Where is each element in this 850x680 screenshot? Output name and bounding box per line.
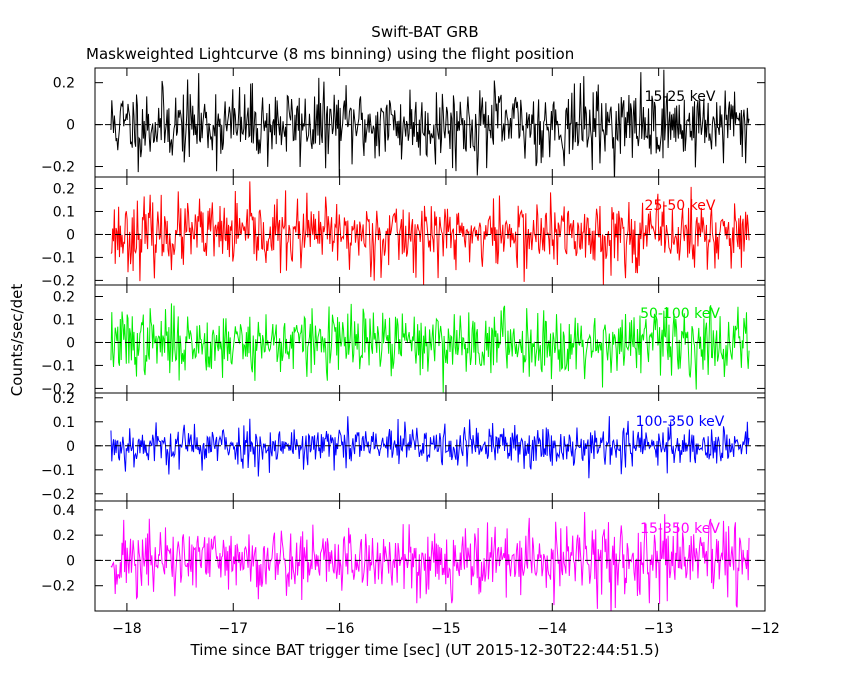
- ytick-label-1-4: −0.2: [41, 273, 75, 289]
- ytick-label-2-2: 0: [66, 335, 75, 351]
- ytick-label-4-0: 0.4: [53, 503, 75, 519]
- ytick-label-0-2: −0.2: [41, 160, 75, 176]
- ytick-label-0-0: 0.2: [53, 76, 75, 92]
- series-line-4: [110, 512, 750, 611]
- ytick-label-2-0: 0.2: [53, 289, 75, 305]
- band-label-0: 15-25 keV: [645, 89, 716, 105]
- ytick-label-2-4: −0.2: [41, 381, 75, 397]
- ytick-label-0-1: 0: [66, 118, 75, 134]
- xtick-label-4: −14: [538, 621, 568, 637]
- xtick-label-0: −18: [112, 621, 142, 637]
- ytick-label-2-1: 0.1: [53, 312, 75, 328]
- band-label-3: 100-350 keV: [636, 414, 725, 430]
- series-line-1: [110, 181, 750, 285]
- figure-title: Swift-BAT GRB: [371, 23, 478, 41]
- xtick-label-2: −16: [325, 621, 355, 637]
- panel-3: 0.2 0.1 0 −0.1 −0.2 100-350 keV: [41, 391, 766, 503]
- ytick-label-4-1: 0.2: [53, 528, 75, 544]
- ytick-label-1-0: 0.2: [53, 181, 75, 197]
- band-label-1: 25-50 keV: [645, 198, 716, 214]
- ytick-label-3-3: −0.1: [41, 463, 75, 479]
- panel-frame-4: [94, 500, 766, 612]
- series-line-3: [110, 416, 750, 479]
- ytick-label-4-3: −0.2: [41, 579, 75, 595]
- ytick-label-1-3: −0.1: [41, 250, 75, 266]
- panel-0: 0.2 0 −0.2 15-25 keV: [41, 67, 766, 178]
- xtick-label-5: −13: [644, 621, 674, 637]
- figure-subtitle: Maskweighted Lightcurve (8 ms binning) u…: [86, 45, 574, 63]
- panel-4: 0.4 0.2 0 −0.2 15-350 keV: [41, 500, 766, 612]
- xtick-label-6: −12: [750, 621, 780, 637]
- panels-group: 0.2 0 −0.2 15-25 keV 0.2 0.1 0 −0.1 −0.2 25-50 ke…: [41, 67, 780, 637]
- ytick-label-3-1: 0.1: [53, 415, 75, 431]
- ytick-label-4-2: 0: [66, 553, 75, 569]
- xtick-label-1: −17: [218, 621, 248, 637]
- ytick-label-3-2: 0: [66, 439, 75, 455]
- panel-1: 0.2 0.1 0 −0.1 −0.2 25-50 keV: [41, 176, 766, 289]
- ytick-label-2-3: −0.1: [41, 358, 75, 374]
- xtick-label-3: −15: [431, 621, 461, 637]
- y-axis-label: Counts/sec/det: [8, 284, 26, 397]
- series-line-0: [110, 69, 750, 177]
- ytick-label-3-4: −0.2: [41, 487, 75, 503]
- panel-2: 0.2 0.1 0 −0.1 −0.2 50-100 keV: [41, 284, 766, 397]
- band-label-2: 50-100 keV: [640, 306, 720, 322]
- series-line-2: [110, 303, 750, 393]
- x-axis-label: Time since BAT trigger time [sec] (UT 20…: [190, 641, 660, 659]
- band-label-4: 15-350 keV: [640, 521, 720, 537]
- ytick-label-1-2: 0: [66, 227, 75, 243]
- ytick-label-3-0: 0.2: [53, 391, 75, 407]
- ytick-label-1-1: 0.1: [53, 204, 75, 220]
